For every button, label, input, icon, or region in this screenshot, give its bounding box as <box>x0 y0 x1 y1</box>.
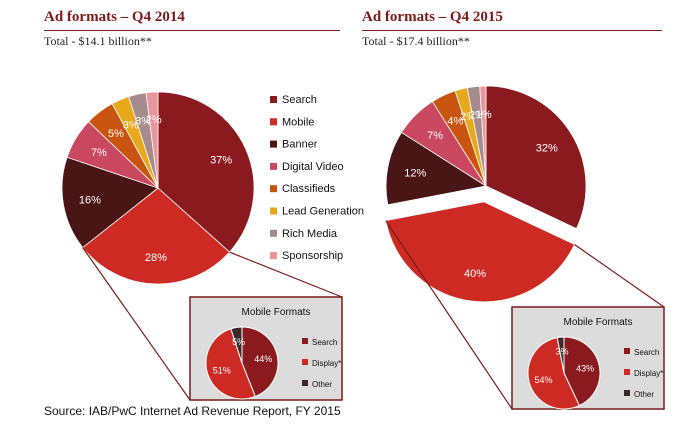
pie-2015-label-digital-video: 7% <box>427 130 443 142</box>
legend-swatch-digital-video <box>270 162 277 170</box>
pie-2014-slice-search <box>157 91 255 253</box>
pie-2015-inset-legend-swatch-other <box>624 390 630 396</box>
title-rule-2015 <box>362 30 662 31</box>
pie-2014-label-lead-generation: 3% <box>123 119 139 131</box>
chart-subtitle-2015: Total - $17.4 billion** <box>362 34 470 48</box>
pie-2015-label-classifieds: 4% <box>447 116 463 128</box>
pie-2014-inset-slice-search <box>241 326 279 398</box>
pie-2015-slice-mobile <box>385 201 576 303</box>
legend-swatch-rich-media <box>270 229 277 237</box>
pie-2014-inset-label-other: 5% <box>232 337 245 347</box>
pie-2014-inset-legend-swatch-other <box>302 380 308 386</box>
pie-2015-inset-label-search: 43% <box>576 363 594 373</box>
pie-2015-slice-banner <box>385 131 488 206</box>
legend-item-rich-media: Rich Media <box>282 228 338 240</box>
pie-2015-inset-slice-search <box>563 336 601 407</box>
legend-item-mobile: Mobile <box>282 116 314 128</box>
pie-2014-connector-left <box>82 247 191 401</box>
title-rule-2014 <box>44 30 340 31</box>
legend-item-sponsorship: Sponsorship <box>282 250 343 262</box>
pie-2014-inset-slice-other <box>230 326 243 364</box>
pie-2015-inset-legend-swatch-display <box>624 369 630 375</box>
pie-2014-slice-mobile <box>82 187 231 285</box>
pie-2015-inset-slice-other <box>556 336 565 374</box>
legend-swatch-lead-generation <box>270 207 277 215</box>
pie-2014-inset-slice-display <box>205 328 256 400</box>
pie-2015-inset-legend-swatch-search <box>624 348 630 354</box>
pie-2015-inset-legend-display: Display* <box>634 369 663 378</box>
legend-item-search: Search <box>282 94 317 106</box>
pie-2014-inset-legend-swatch-display <box>302 359 308 365</box>
pie-2015-inset-slice-display <box>527 337 580 410</box>
pie-2014-inset-title: Mobile Formats <box>242 307 311 318</box>
pie-2014-label-search: 37% <box>210 155 232 167</box>
pie-2015-inset-legend-search: Search <box>634 348 659 357</box>
pie-2015-inset-label-display: 54% <box>534 375 552 385</box>
pie-2014-label-classifieds: 5% <box>108 128 124 140</box>
pie-2014-inset-label-display: 51% <box>213 366 231 376</box>
legend-item-classifieds: Classifieds <box>282 183 336 195</box>
legend-item-digital-video: Digital Video <box>282 161 344 173</box>
pie-2015-slice-sponsorship <box>479 85 487 187</box>
pie-2014-label-rich-media: 3% <box>135 115 151 127</box>
pie-2014-label-mobile: 28% <box>145 252 167 264</box>
pie-2014-label-sponsorship: 2% <box>146 114 162 126</box>
legend-swatch-search <box>270 96 277 103</box>
pie-2015-connector-left <box>385 220 513 410</box>
pie-2014-inset-legend-display: Display* <box>312 359 341 368</box>
pie-2014-inset-legend-other: Other <box>312 380 332 389</box>
pie-2015-label-sponsorship: 1% <box>476 109 492 121</box>
legend-item-lead-generation: Lead Generation <box>282 206 364 218</box>
legend-swatch-mobile <box>270 118 277 126</box>
pie-2014-label-banner: 16% <box>79 195 101 207</box>
pie-2014-slice-banner <box>61 156 159 249</box>
pie-2015-inset-title: Mobile Formats <box>564 317 633 328</box>
pie-2015-label-mobile: 40% <box>464 268 486 280</box>
pie-2015-inset-label-other: 3% <box>555 347 568 357</box>
legend-swatch-sponsorship <box>270 252 277 260</box>
legend-item-banner: Banner <box>282 139 318 151</box>
pie-2015-inset-legend-other: Other <box>634 390 654 399</box>
pie-2015-slice-search <box>485 85 587 230</box>
legend-swatch-classifieds <box>270 185 277 193</box>
chart-title-2014: Ad formats – Q4 2014 <box>44 9 185 25</box>
pie-2014-inset-legend-search: Search <box>312 338 337 347</box>
chart-title-2015: Ad formats – Q4 2015 <box>362 9 503 25</box>
pie-2014-connector-right <box>229 251 343 298</box>
pie-2015-label-search: 32% <box>536 142 558 154</box>
pie-2014-label-digital-video: 7% <box>91 147 107 159</box>
pie-2015-connector-right <box>574 243 665 308</box>
chart-subtitle-2014: Total - $14.1 billion** <box>44 34 152 48</box>
pie-2014-slice-sponsorship <box>145 91 159 189</box>
pie-2014-inset-legend-swatch-search <box>302 338 308 344</box>
source-note: Source: IAB/PwC Internet Ad Revenue Repo… <box>44 404 341 418</box>
legend-swatch-banner <box>270 140 277 148</box>
pie-2014-inset-label-search: 44% <box>254 354 272 364</box>
pie-2015-label-banner: 12% <box>404 167 426 179</box>
